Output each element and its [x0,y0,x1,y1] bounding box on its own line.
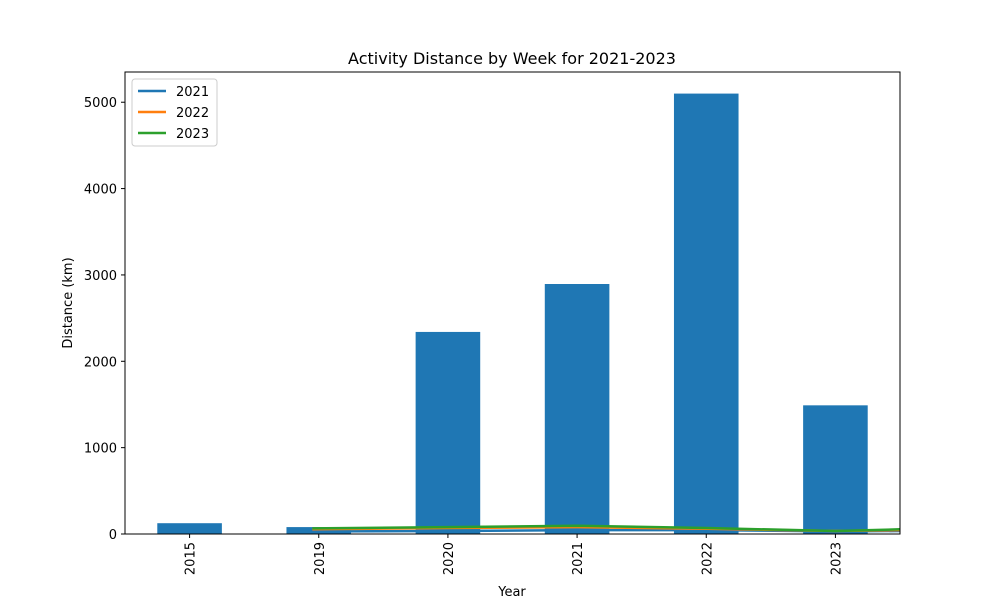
plot-frame [124,71,901,535]
bar-2020 [415,331,481,534]
x-tick-label-2020: 2020 [442,542,457,575]
legend-frame [131,78,218,147]
chart-title: Activity Distance by Week for 2021-2023 [348,49,676,68]
legend: 2021 2022 2023 [131,78,218,147]
y-axis: 0 1000 2000 3000 4000 5000 [84,96,125,543]
y-axis-label: Distance (km) [61,257,76,348]
legend-label-2023: 2023 [176,127,209,142]
y-tick-label-3000: 3000 [84,269,117,284]
x-tick-label-2023: 2023 [829,542,844,575]
x-axis-label: Year [497,585,526,600]
bar-2022 [673,93,739,535]
bars-layer [157,93,868,535]
line-series-2023 [312,524,900,533]
bar-2021 [544,284,610,534]
x-tick-label-2022: 2022 [700,542,715,575]
y-tick-label-5000: 5000 [84,96,117,111]
x-axis: 2015 2019 2020 2021 2022 2023 [184,534,844,575]
bar-2015 [157,523,222,534]
x-tick-label-2019: 2019 [313,542,328,575]
bar-2023 [803,405,868,534]
x-tick-label-2015: 2015 [184,542,199,575]
lines-layer [312,524,900,533]
y-tick-label-1000: 1000 [84,442,117,457]
legend-label-2022: 2022 [176,106,209,121]
y-tick-label-0: 0 [109,528,117,543]
y-tick-label-2000: 2000 [84,355,117,370]
y-tick-label-4000: 4000 [84,183,117,198]
legend-label-2021: 2021 [176,85,209,100]
x-tick-label-2021: 2021 [571,542,586,575]
